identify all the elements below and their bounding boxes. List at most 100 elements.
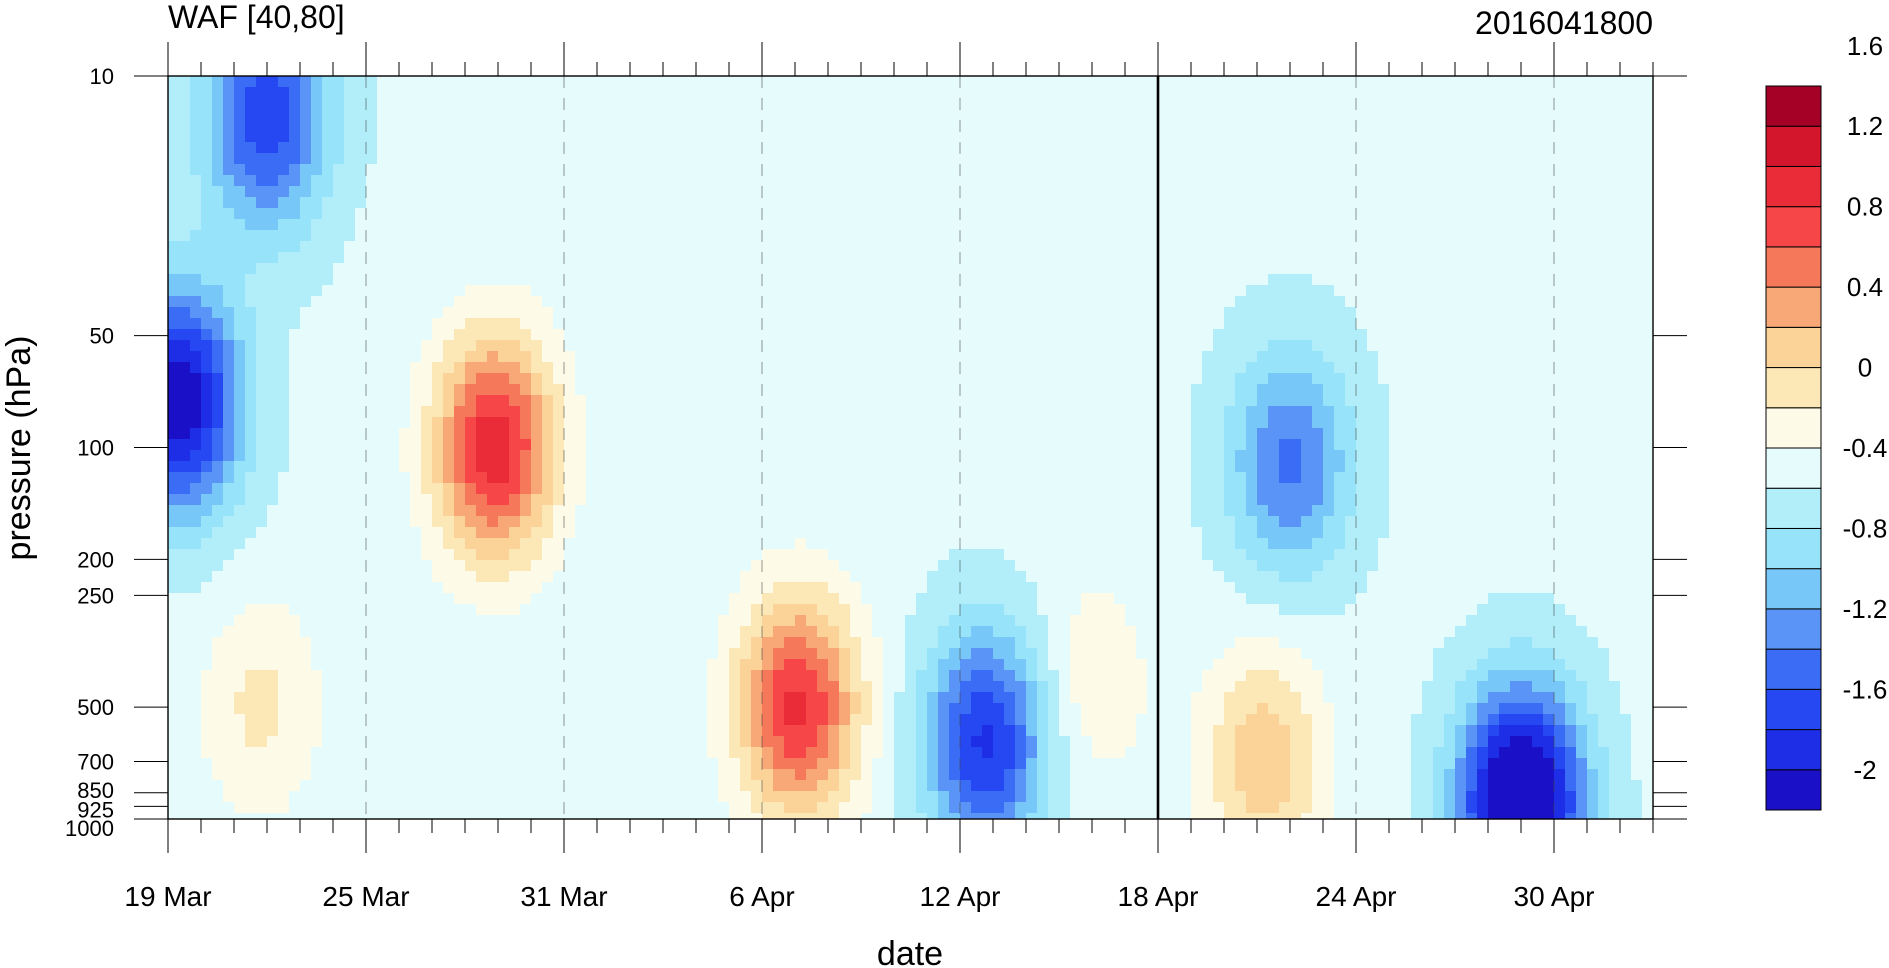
field-cell — [1092, 142, 1104, 154]
field-cell — [333, 450, 345, 462]
field-cell — [1477, 263, 1489, 275]
field-cell — [1642, 406, 1653, 418]
field-cell — [1521, 461, 1533, 473]
field-cell — [1202, 186, 1214, 198]
field-cell — [1598, 461, 1610, 473]
field-cell — [762, 373, 774, 385]
field-cell — [432, 131, 444, 143]
field-cell — [1631, 307, 1643, 319]
field-cell — [1631, 153, 1643, 165]
field-cell — [344, 153, 356, 165]
field-cell — [916, 318, 928, 330]
field-cell — [1048, 120, 1060, 132]
field-cell — [575, 329, 587, 341]
field-cell — [1037, 208, 1049, 220]
field-cell — [1510, 87, 1522, 99]
field-cell — [729, 373, 741, 385]
field-cell — [520, 395, 532, 407]
field-cell — [927, 296, 939, 308]
field-cell — [751, 318, 763, 330]
field-cell — [707, 307, 719, 319]
field-cell — [1081, 142, 1093, 154]
field-cell — [421, 417, 433, 429]
field-cell — [333, 131, 345, 143]
field-cell — [850, 197, 862, 209]
field-cell — [1301, 87, 1313, 99]
field-cell — [300, 406, 312, 418]
field-cell — [993, 439, 1005, 451]
field-cell — [608, 219, 620, 231]
field-cell — [575, 175, 587, 187]
field-cell — [641, 87, 653, 99]
field-cell — [905, 318, 917, 330]
field-cell — [1510, 98, 1522, 110]
field-cell — [179, 318, 191, 330]
field-cell — [982, 164, 994, 176]
field-cell — [1587, 340, 1599, 352]
field-cell — [190, 472, 202, 484]
field-cell — [630, 340, 642, 352]
field-cell — [751, 120, 763, 132]
field-cell — [201, 428, 213, 440]
field-cell — [1642, 241, 1653, 253]
field-cell — [1114, 461, 1126, 473]
field-cell — [487, 208, 499, 220]
field-cell — [300, 109, 312, 121]
field-cell — [894, 395, 906, 407]
field-cell — [861, 472, 873, 484]
field-cell — [1378, 428, 1390, 440]
field-cell — [905, 120, 917, 132]
field-cell — [1048, 285, 1060, 297]
field-cell — [1246, 153, 1258, 165]
field-cell — [1191, 98, 1203, 110]
field-cell — [586, 340, 598, 352]
field-cell — [1037, 439, 1049, 451]
field-cell — [1103, 109, 1115, 121]
field-cell — [454, 285, 466, 297]
field-cell — [938, 175, 950, 187]
field-cell — [1422, 406, 1434, 418]
field-cell — [256, 230, 268, 242]
field-cell — [190, 230, 202, 242]
field-cell — [1290, 98, 1302, 110]
field-cell — [674, 87, 686, 99]
field-cell — [630, 472, 642, 484]
field-cell — [212, 329, 224, 341]
field-cell — [1356, 329, 1368, 341]
field-cell — [1213, 384, 1225, 396]
field-cell — [1235, 472, 1247, 484]
field-cell — [696, 340, 708, 352]
field-cell — [1026, 164, 1038, 176]
field-cell — [608, 439, 620, 451]
field-cell — [960, 362, 972, 374]
field-cell — [465, 417, 477, 429]
field-cell — [971, 230, 983, 242]
field-cell — [762, 472, 774, 484]
field-cell — [256, 109, 268, 121]
field-cell — [1378, 417, 1390, 429]
field-cell — [1092, 318, 1104, 330]
field-cell — [476, 208, 488, 220]
field-cell — [652, 120, 664, 132]
field-cell — [806, 120, 818, 132]
field-cell — [839, 472, 851, 484]
field-cell — [311, 296, 323, 308]
field-cell — [1059, 296, 1071, 308]
field-cell — [619, 142, 631, 154]
field-cell — [366, 417, 378, 429]
field-cell — [564, 439, 576, 451]
field-cell — [1510, 450, 1522, 462]
field-cell — [1367, 164, 1379, 176]
field-cell — [817, 230, 829, 242]
field-cell — [1235, 131, 1247, 143]
field-cell — [938, 98, 950, 110]
field-cell — [234, 384, 246, 396]
field-cell — [718, 186, 730, 198]
field-cell — [168, 373, 180, 385]
field-cell — [1334, 362, 1346, 374]
field-cell — [696, 395, 708, 407]
field-cell — [850, 142, 862, 154]
field-cell — [1576, 131, 1588, 143]
field-cell — [1367, 87, 1379, 99]
field-cell — [443, 219, 455, 231]
